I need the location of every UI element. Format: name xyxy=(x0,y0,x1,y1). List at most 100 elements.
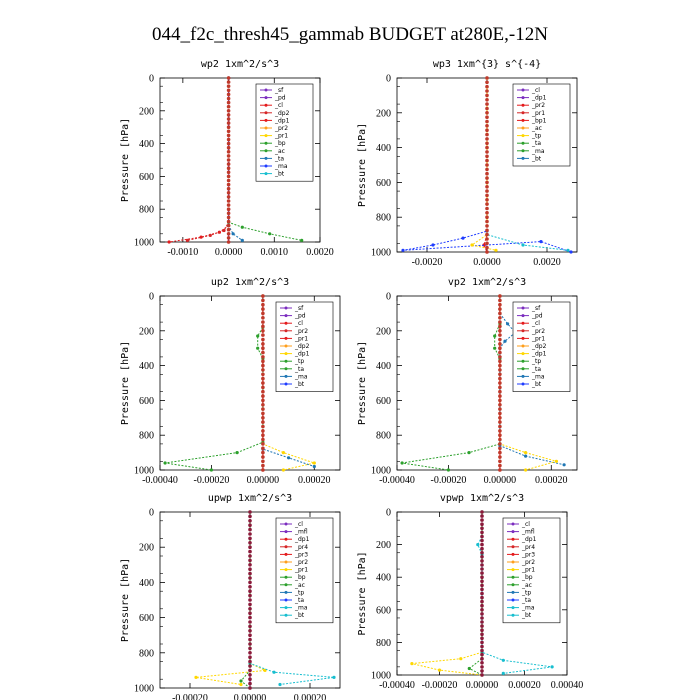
profile-point xyxy=(248,681,252,686)
y-tick-label: 0 xyxy=(149,74,154,85)
profile-point xyxy=(480,526,484,531)
data-point xyxy=(501,658,505,662)
legend-label: _ma xyxy=(274,163,288,170)
profile-point xyxy=(261,463,265,468)
legend-label: _pr1 xyxy=(531,110,545,117)
series-line-bp xyxy=(240,512,251,689)
legend-marker xyxy=(521,344,525,348)
legend-label: _ta xyxy=(294,366,304,373)
y-tick-label: 1000 xyxy=(134,238,154,249)
y-tick-label: 400 xyxy=(376,143,391,154)
profile-point xyxy=(248,514,252,519)
data-point xyxy=(332,675,336,680)
y-axis-label: Pressure [hPa] xyxy=(357,123,368,207)
legend-label: _bp xyxy=(521,574,533,581)
profile-point xyxy=(480,636,484,641)
x-tick-label: 0.0020 xyxy=(306,247,334,258)
legend-label: _ac xyxy=(531,125,542,132)
profile-point xyxy=(261,342,265,346)
profile-point xyxy=(261,398,265,403)
data-point xyxy=(503,339,507,343)
profile-point xyxy=(248,664,252,668)
legend-marker xyxy=(521,321,525,325)
x-tick-label: 0.00020 xyxy=(294,693,327,700)
profile-point xyxy=(480,510,484,514)
profile-point xyxy=(261,407,265,411)
profile-point xyxy=(480,661,484,665)
y-axis-label: Pressure [hPa] xyxy=(120,558,131,642)
data-point xyxy=(493,346,497,350)
profile-point xyxy=(485,237,489,241)
plot-frame xyxy=(159,77,321,243)
legend-label: _pr2 xyxy=(531,328,545,335)
legend-marker xyxy=(284,374,288,378)
legend-label: _pr2 xyxy=(521,559,535,566)
profile-point xyxy=(248,585,252,589)
x-tick-label: -0.00040 xyxy=(379,680,415,691)
profile-point xyxy=(485,245,489,250)
chart-panel-2: wp3 1xm^{3} s^{-4} 0 200 400 600 800 1000 -0.00… xyxy=(357,59,578,268)
profile-point xyxy=(485,202,489,206)
profile-point xyxy=(498,342,502,346)
y-tick-label: 1000 xyxy=(371,466,391,477)
legend-marker xyxy=(521,156,525,160)
legend-marker xyxy=(521,118,525,122)
legend-label: _tp xyxy=(294,358,304,365)
data-point xyxy=(167,240,171,244)
y-tick-label: 800 xyxy=(139,431,154,442)
profile-point xyxy=(480,673,484,677)
profile-point xyxy=(485,206,489,211)
legend-label: _pd xyxy=(274,95,286,102)
profile-point xyxy=(498,411,502,416)
profile-point xyxy=(226,240,231,244)
y-tick-label: 600 xyxy=(376,396,391,407)
profile-point xyxy=(480,538,484,543)
legend-label: _ac xyxy=(274,148,285,155)
legend-label: _ta xyxy=(531,140,541,147)
legend-marker xyxy=(521,141,525,145)
legend-marker xyxy=(511,575,515,579)
profile-point xyxy=(480,644,484,649)
profile-point xyxy=(480,612,484,616)
profile-point xyxy=(261,459,265,464)
legend-label: _tp xyxy=(531,133,541,140)
profile-point xyxy=(498,368,502,372)
chart-panel-5: upwp 1xm^2/s^3 0 200 400 600 800 1000 -0.00020 0… xyxy=(120,493,341,700)
y-tick-label: 800 xyxy=(139,205,154,216)
legend-marker xyxy=(521,382,525,386)
profile-point xyxy=(248,532,252,536)
profile-point xyxy=(498,429,502,433)
y-tick-label: 1000 xyxy=(134,684,154,695)
data-point xyxy=(467,666,471,671)
profile-point xyxy=(261,389,265,394)
profile-point xyxy=(485,250,489,254)
profile-point xyxy=(226,223,231,228)
profile-point xyxy=(485,119,489,124)
profile-point xyxy=(485,198,489,202)
data-point xyxy=(400,461,404,465)
data-point xyxy=(235,451,239,455)
legend-label: _cl xyxy=(531,320,540,327)
profile-point xyxy=(226,141,231,146)
legend-marker xyxy=(521,126,525,130)
profile-point xyxy=(498,394,502,398)
profile-point xyxy=(480,534,484,539)
profile-point xyxy=(248,571,252,576)
profile-point xyxy=(226,113,231,117)
profile-point xyxy=(261,333,265,337)
profile-point xyxy=(248,668,252,673)
profile-point xyxy=(248,536,252,541)
profile-point xyxy=(248,519,252,523)
legend-marker xyxy=(264,111,268,115)
data-point xyxy=(569,250,573,254)
profile-point xyxy=(261,316,265,320)
panel-title: vp2 1xm^2/s^3 xyxy=(448,277,526,288)
y-tick-label: 400 xyxy=(139,578,154,589)
y-tick-label: 600 xyxy=(376,605,391,616)
profile-point xyxy=(248,673,252,677)
legend-label: _ma xyxy=(294,605,308,612)
legend-label: _cl xyxy=(521,521,530,528)
profile-point xyxy=(261,368,265,372)
y-tick-label: 600 xyxy=(139,396,154,407)
profile-point xyxy=(498,316,502,320)
